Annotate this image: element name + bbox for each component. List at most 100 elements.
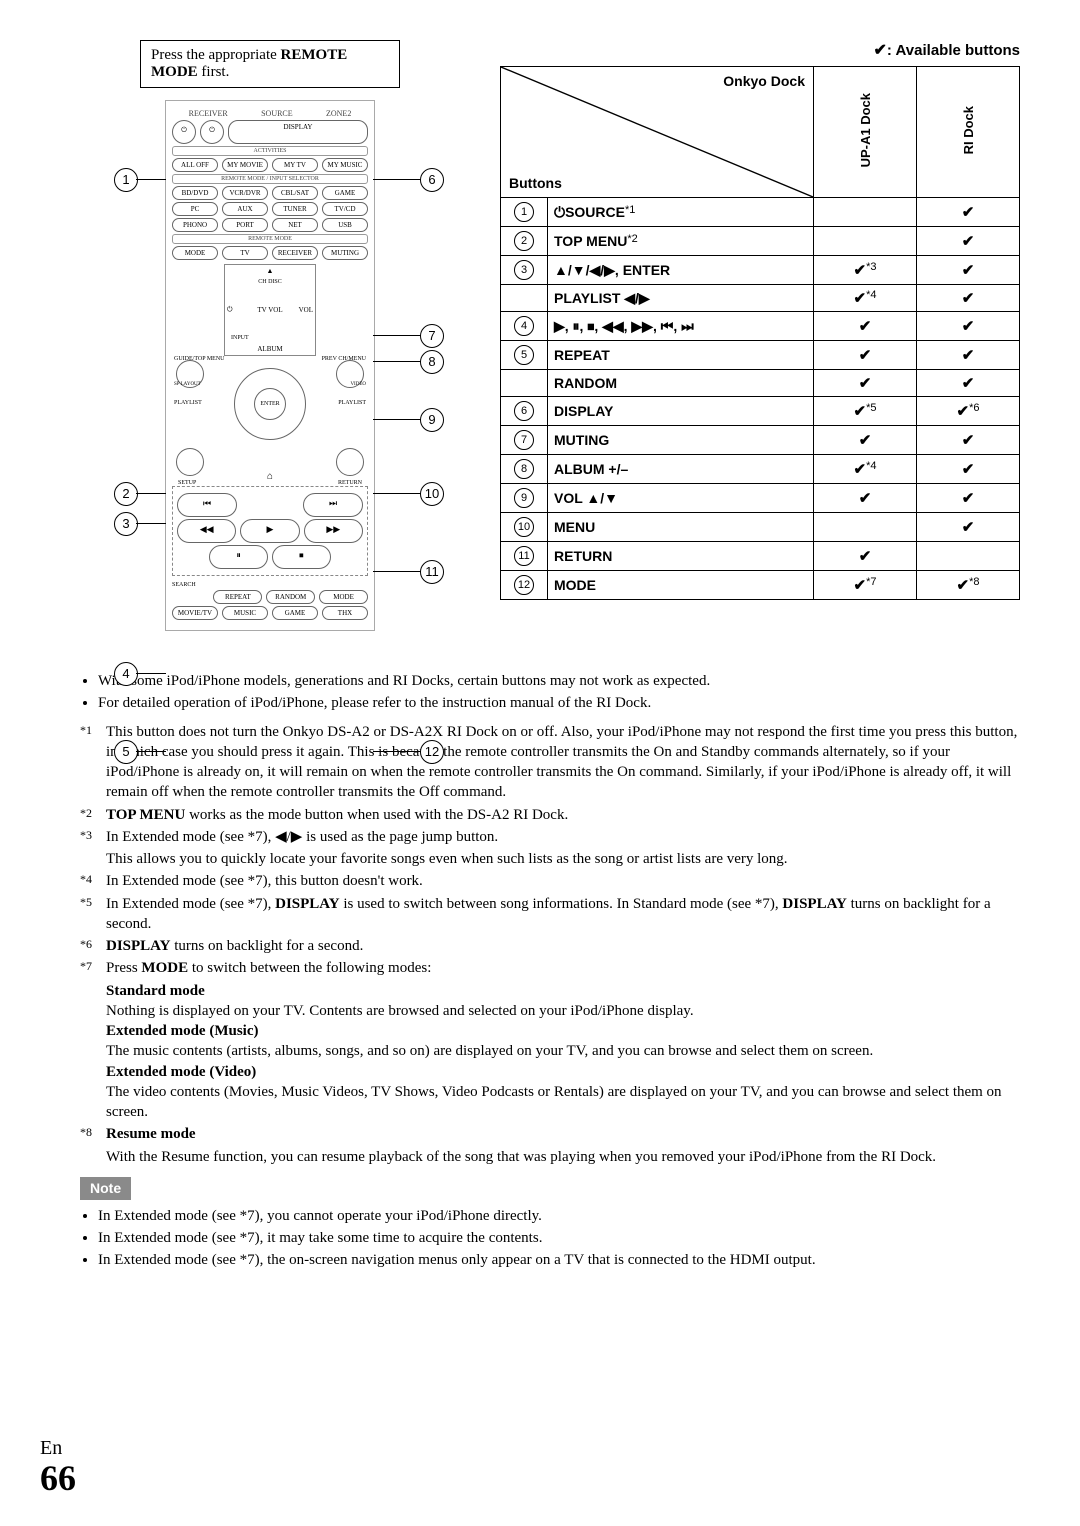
row-num: 4: [514, 316, 534, 336]
row-label: RANDOM: [548, 370, 814, 397]
mode-block: Extended mode (Music)The music contents …: [106, 1021, 1020, 1062]
cross-pad: ▲ ALBUM ⏻ VOL TV VOL CH DISC INPUT: [224, 264, 316, 356]
mode-body: Nothing is displayed on your TV. Content…: [106, 1001, 1020, 1021]
callout-9: 9: [420, 408, 444, 432]
row-c2: ✔: [917, 285, 1020, 312]
table-row: 1⏻SOURCE*1✔: [501, 198, 1020, 227]
row-label: ⏻SOURCE*1: [548, 198, 814, 227]
row-c1: ✔: [814, 426, 917, 455]
btn-my-tv: MY TV: [272, 158, 318, 172]
row-label: MUTING: [548, 426, 814, 455]
nav-setup: [176, 448, 204, 476]
table-row: 10MENU✔: [501, 513, 1020, 542]
remote-header-post: first.: [198, 64, 230, 80]
btn-my-movie: MY MOVIE: [222, 158, 268, 172]
row-label: MODE: [548, 571, 814, 600]
col-upa1: UP-A1 Dock: [814, 67, 917, 198]
bullet: For detailed operation of iPod/iPhone, p…: [98, 693, 1020, 713]
row-label: ALBUM +/–: [548, 455, 814, 484]
remote-diagram: Press the appropriate REMOTE MODE first.…: [80, 40, 460, 631]
row-c1: [814, 513, 917, 542]
row-num-cell: [501, 370, 548, 397]
row-label: TOP MENU*2: [548, 227, 814, 256]
mode-title: Extended mode (Music): [106, 1021, 1020, 1041]
footnote-cont: This allows you to quickly locate your f…: [80, 849, 1020, 869]
callout-line-9: [373, 419, 421, 420]
table-row: 9VOL ▲/▼✔✔: [501, 484, 1020, 513]
fn-text: This allows you to quickly locate your f…: [106, 849, 1020, 869]
btn-pc: PC: [172, 202, 218, 216]
row-c1: ✔: [814, 484, 917, 513]
btn-receiver-power: ⏻: [172, 120, 196, 144]
btn-thx: THX: [322, 606, 368, 620]
fn-label: *1: [80, 722, 106, 803]
fn-label: *8: [80, 1124, 106, 1144]
btn-net: NET: [272, 218, 318, 232]
lbl-video: VIDEO: [350, 382, 366, 387]
row-c2: ✔: [917, 370, 1020, 397]
lbl-topmenu: GUIDE/TOP MENU: [174, 356, 225, 362]
row-num: 7: [514, 430, 534, 450]
cross-input: INPUT: [231, 335, 249, 341]
row-num: 3: [514, 260, 534, 280]
btn-vcrdvr: VCR/DVR: [222, 186, 268, 200]
callout-line-10: [373, 493, 421, 494]
row-label: ▶, ⏸, ⏹, ◀◀, ▶▶, ⏮, ⏭: [548, 312, 814, 341]
row-c1: [814, 227, 917, 256]
row-num-cell: [501, 285, 548, 312]
strip-activities: ACTIVITIES: [172, 146, 368, 156]
diag-header: Onkyo Dock Buttons: [501, 67, 814, 198]
cross-tvvol: TV VOL: [257, 306, 282, 314]
cross-up: ▲: [267, 267, 274, 275]
callout-12: 12: [420, 740, 444, 764]
row-mode: MODE TV RECEIVER MUTING: [172, 246, 368, 260]
table-row: 5REPEAT✔✔: [501, 341, 1020, 370]
callout-line-8: [373, 361, 421, 362]
footnote: *2TOP MENU works as the mode button when…: [80, 805, 1020, 825]
footnote: *8Resume mode: [80, 1124, 1020, 1144]
row-c1: ✔*7: [814, 571, 917, 600]
page-footer: En 66: [40, 1437, 76, 1496]
table-row: 2TOP MENU*2✔: [501, 227, 1020, 256]
table-row: 6DISPLAY✔*5✔*6: [501, 397, 1020, 426]
callout-line-7: [373, 335, 421, 336]
row-num-cell: 12: [501, 571, 548, 600]
row-num-cell: 3: [501, 256, 548, 285]
col-upa1-label: UP-A1 Dock: [858, 93, 873, 167]
row-num-cell: 7: [501, 426, 548, 455]
nav-enter: ENTER: [254, 388, 286, 420]
row-c1: ✔*3: [814, 256, 917, 285]
mode-title: Standard mode: [106, 981, 1020, 1001]
fn-text: Resume mode: [106, 1124, 1020, 1144]
section-labels: RECEIVER SOURCE ZONE2: [172, 109, 368, 118]
top-bullets: With some iPod/iPhone models, generation…: [80, 671, 1020, 714]
row-power: ⏻ ⏻ DISPLAY: [172, 120, 368, 144]
row-src-2: PC AUX TUNER TV/CD: [172, 202, 368, 216]
btn-mode: MODE: [172, 246, 218, 260]
footer-lang: En: [40, 1437, 76, 1460]
row-c2: ✔: [917, 227, 1020, 256]
transport-block: ⏮ ⏭ ◀◀ ▶ ▶▶ ⏸ ⏹: [172, 486, 368, 576]
footnotes: *1This button does not turn the Onkyo DS…: [80, 722, 1020, 1167]
callout-line-3: [136, 523, 166, 524]
note-badge: Note: [80, 1177, 131, 1200]
fn-text: This button does not turn the Onkyo DS-A…: [106, 722, 1020, 803]
callout-line-12: [373, 751, 421, 752]
bullet: With some iPod/iPhone models, generation…: [98, 671, 1020, 691]
fn-text: DISPLAY turns on backlight for a second.: [106, 936, 1020, 956]
footnote: *6DISPLAY turns on backlight for a secon…: [80, 936, 1020, 956]
btn-play: ▶: [240, 519, 299, 543]
row-c2: ✔: [917, 426, 1020, 455]
btn-next-track: ⏭: [303, 493, 363, 517]
row-c1: ✔: [814, 312, 917, 341]
lbl-playlist-l: PLAYLIST: [174, 400, 202, 406]
fn-text: Press MODE to switch between the followi…: [106, 958, 1020, 978]
row-c2: [917, 542, 1020, 571]
callout-line-1: [136, 179, 166, 180]
fn-text: TOP MENU works as the mode button when u…: [106, 805, 1020, 825]
legend-text: : Available buttons: [887, 42, 1020, 59]
btn-display: DISPLAY: [228, 120, 368, 144]
compat-table-area: ✔: Available buttons Onkyo Dock Buttons …: [500, 40, 1020, 600]
row-num: 5: [514, 345, 534, 365]
fn-text: In Extended mode (see *7), this button d…: [106, 871, 1020, 891]
